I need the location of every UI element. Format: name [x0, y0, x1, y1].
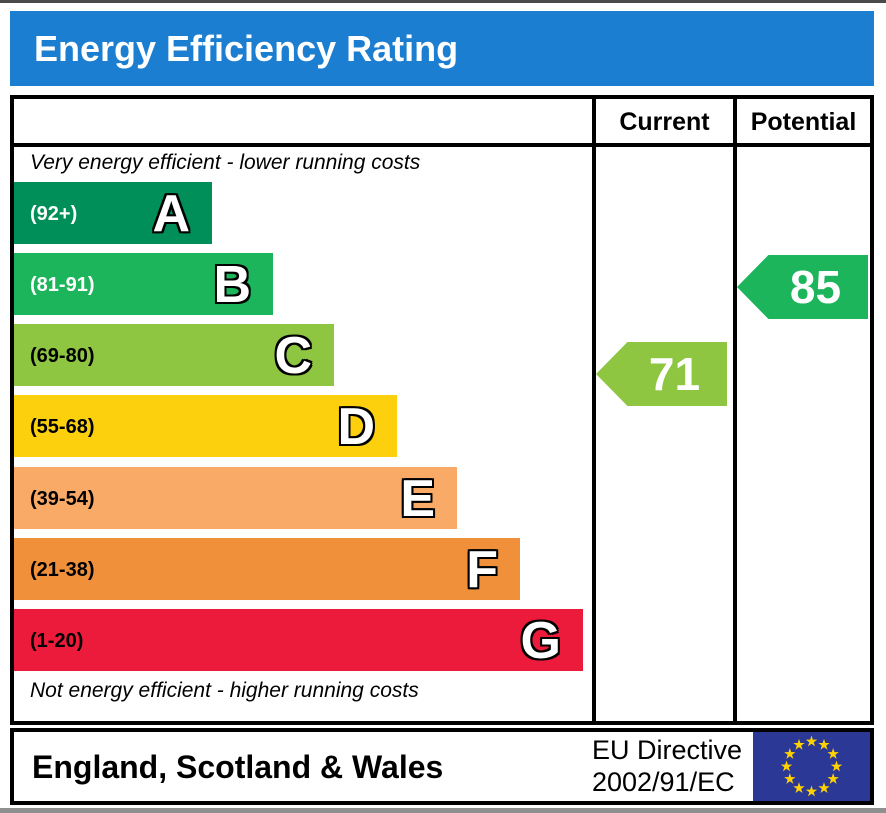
current-rating-arrow: 71: [596, 342, 727, 406]
band-d-letter: D: [337, 398, 375, 456]
page-bottom-edge: [0, 808, 886, 813]
potential-column-header: Potential: [750, 108, 857, 136]
note-not-efficient: Not energy efficient - higher running co…: [30, 679, 419, 702]
band-d: (55-68) D: [14, 395, 397, 457]
eu-directive-line2: 2002/91/EC: [591, 766, 735, 797]
potential-rating-value: 85: [789, 261, 842, 313]
eu-flag-icon: [753, 732, 870, 801]
band-b-range: (81-91): [30, 274, 95, 296]
band-g: (1-20) G: [14, 609, 583, 671]
band-a: (92+) A: [14, 182, 212, 244]
band-c: (69-80) C: [14, 324, 334, 386]
band-e-range: (39-54): [30, 488, 95, 510]
band-f-range: (21-38): [30, 559, 95, 581]
eu-directive-line1: EU Directive: [591, 735, 742, 765]
band-a-letter: A: [152, 185, 190, 243]
current-column-divider: [592, 99, 596, 721]
eu-directive-label: EU Directive 2002/91/EC: [592, 735, 742, 798]
band-d-range: (55-68): [30, 416, 95, 438]
current-rating-value: 71: [648, 348, 701, 400]
page-top-edge: [0, 0, 886, 3]
band-e: (39-54) E: [14, 467, 457, 529]
potential-rating-arrow: 85: [737, 255, 868, 319]
band-f: (21-38) F: [14, 538, 520, 600]
band-b: (81-91) B: [14, 253, 273, 315]
page-title: Energy Efficiency Rating: [10, 11, 874, 86]
band-f-letter: F: [466, 541, 498, 599]
region-label: England, Scotland & Wales: [32, 749, 444, 785]
band-b-letter: B: [213, 256, 251, 314]
potential-column-divider: [733, 99, 737, 721]
band-g-letter: G: [520, 612, 561, 670]
current-column-header: Current: [619, 108, 710, 136]
band-c-range: (69-80): [30, 345, 95, 367]
band-g-range: (1-20): [30, 630, 84, 652]
band-c-letter: C: [274, 327, 312, 385]
footer: England, Scotland & Wales EU Directive 2…: [10, 728, 874, 805]
header-divider: [14, 143, 870, 147]
note-very-efficient: Very energy efficient - lower running co…: [30, 151, 421, 174]
energy-rating-chart: Current Potential Very energy efficient …: [10, 95, 874, 725]
band-e-letter: E: [400, 470, 435, 528]
band-a-range: (92+): [30, 203, 78, 225]
